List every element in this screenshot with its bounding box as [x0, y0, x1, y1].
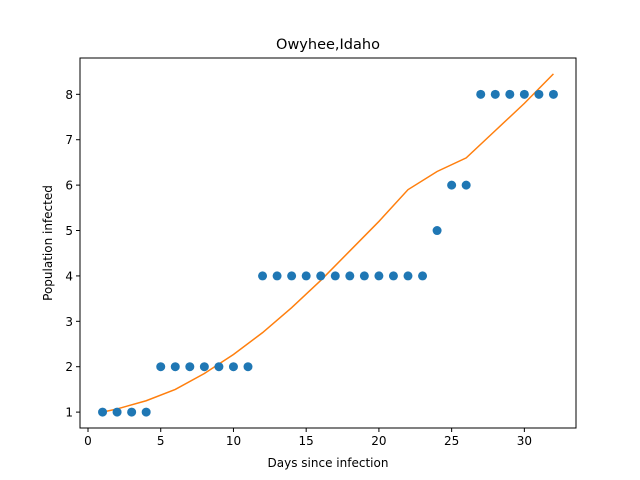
- data-point: [301, 271, 311, 281]
- data-point: [214, 362, 224, 372]
- data-point: [374, 271, 384, 281]
- y-axis-label: Population infected: [41, 185, 55, 301]
- data-point: [287, 271, 297, 281]
- data-point: [476, 89, 486, 99]
- data-point: [403, 271, 413, 281]
- x-tick-label: 10: [226, 434, 241, 448]
- y-tick-label: 6: [65, 179, 73, 193]
- x-tick-label: 0: [84, 434, 92, 448]
- chart-title: Owyhee,Idaho: [276, 37, 380, 53]
- data-point: [112, 407, 122, 417]
- data-point: [156, 362, 166, 372]
- data-point: [185, 362, 195, 372]
- y-tick-label: 7: [65, 133, 73, 147]
- x-tick-label: 15: [299, 434, 314, 448]
- data-point: [199, 362, 209, 372]
- x-tick-label: 5: [157, 434, 165, 448]
- y-tick-label: 1: [65, 406, 73, 420]
- data-point: [359, 271, 369, 281]
- y-tick-label: 2: [65, 360, 73, 374]
- data-point: [228, 362, 238, 372]
- data-point: [490, 89, 500, 99]
- data-point: [388, 271, 398, 281]
- data-point: [432, 226, 442, 236]
- data-point: [461, 180, 471, 190]
- y-tick-label: 5: [65, 224, 73, 238]
- x-tick-label: 20: [371, 434, 386, 448]
- data-point: [258, 271, 268, 281]
- data-point: [519, 89, 529, 99]
- data-point: [243, 362, 253, 372]
- y-tick-label: 3: [65, 315, 73, 329]
- data-point: [505, 89, 515, 99]
- axes-frame: [79, 57, 577, 429]
- data-point: [330, 271, 340, 281]
- x-tick-label: 25: [444, 434, 459, 448]
- data-point: [272, 271, 282, 281]
- data-point: [316, 271, 326, 281]
- y-axis: 1 2 3 4 5 6 7 8: [65, 88, 80, 420]
- data-point: [418, 271, 428, 281]
- data-point: [534, 89, 544, 99]
- data-point: [345, 271, 355, 281]
- plot-area: [98, 73, 558, 417]
- data-point: [447, 180, 457, 190]
- y-tick-label: 8: [65, 88, 73, 102]
- data-point: [141, 407, 151, 417]
- x-tick-label: 30: [517, 434, 532, 448]
- fit-line: [102, 73, 554, 413]
- data-point: [98, 407, 108, 417]
- x-axis: 0 5 10 15 20 25 30: [84, 428, 532, 448]
- y-tick-label: 4: [65, 269, 73, 283]
- data-point: [548, 89, 558, 99]
- x-axis-label: Days since infection: [268, 456, 389, 470]
- data-point: [127, 407, 137, 417]
- data-point: [170, 362, 180, 372]
